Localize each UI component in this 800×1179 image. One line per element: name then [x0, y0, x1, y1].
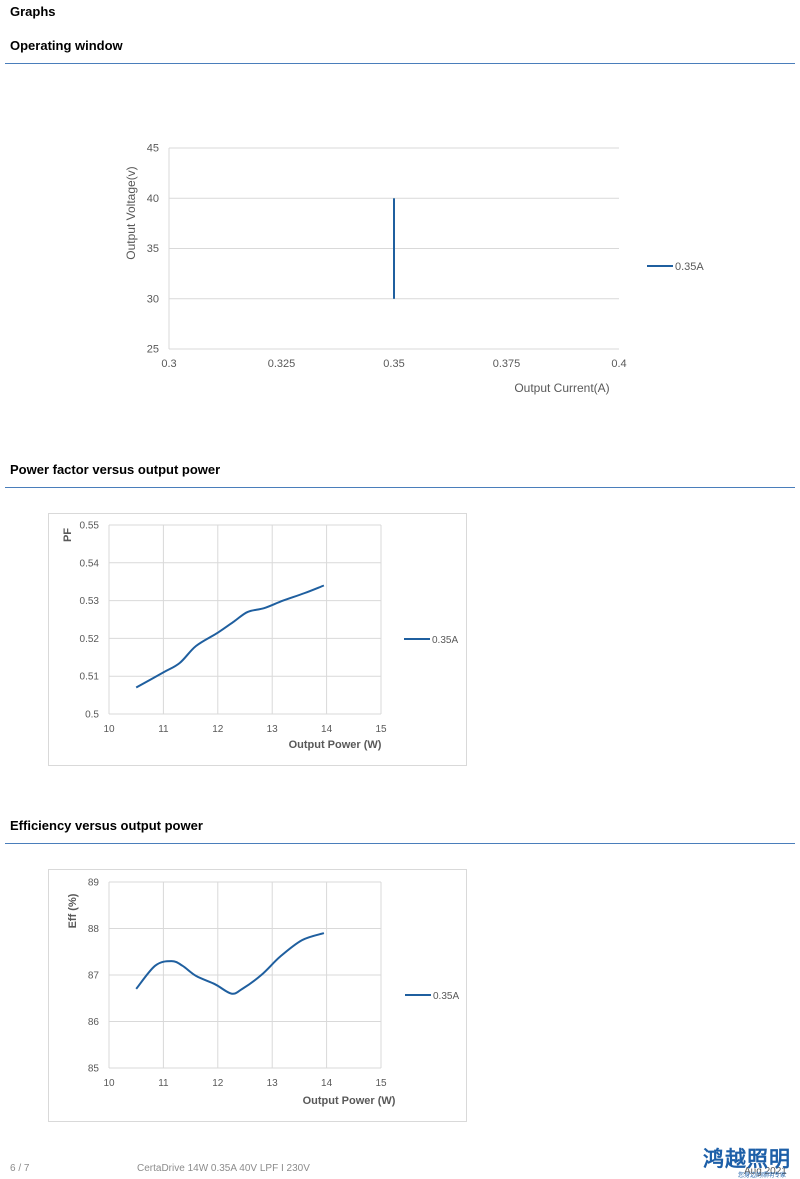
x-tick-label: 11	[158, 724, 169, 735]
x-tick-label: 13	[267, 1078, 279, 1089]
x-axis-title: Output Current(A)	[514, 381, 609, 395]
section-rule	[5, 63, 795, 64]
y-tick-label: 40	[147, 193, 159, 205]
x-tick-label: 15	[375, 1078, 387, 1089]
x-tick-label: 14	[321, 724, 333, 735]
x-tick-label: 11	[158, 1078, 169, 1089]
chart-frame	[48, 513, 467, 766]
series-line	[135, 932, 325, 995]
section-title-operating-window: Operating window	[10, 38, 123, 53]
y-tick-label: 0.52	[80, 634, 100, 645]
y-tick-label: 0.51	[80, 672, 100, 683]
y-tick-label: 87	[88, 971, 100, 982]
section-rule	[5, 843, 795, 844]
y-tick-label: 25	[147, 344, 159, 356]
efficiency-chart: 85 86 87 88 89 10 11 12 13 14 15 Output Power (W) Ef…	[48, 869, 467, 1122]
x-tick-label: 0.325	[268, 358, 296, 370]
footer-date: Aug 2021	[744, 1166, 787, 1177]
footer-product-name: CertaDrive 14W 0.35A 40V LPF I 230V	[137, 1163, 310, 1174]
y-tick-label: 0.55	[80, 521, 100, 532]
x-tick-label: 12	[212, 724, 224, 735]
y-tick-label: 35	[147, 243, 159, 255]
x-tick-label: 0.375	[493, 358, 521, 370]
x-tick-label: 10	[103, 724, 115, 735]
x-tick-label: 0.35	[383, 358, 404, 370]
y-tick-label: 0.53	[80, 596, 100, 607]
x-tick-label: 14	[321, 1078, 333, 1089]
section-title-efficiency: Efficiency versus output power	[10, 818, 203, 833]
y-tick-label: 30	[147, 293, 159, 305]
y-tick-label: 86	[88, 1017, 100, 1028]
company-logo: 鸿越照明	[703, 1147, 791, 1171]
y-tick-label: 45	[147, 143, 159, 155]
x-axis-title: Output Power (W)	[289, 739, 382, 751]
x-tick-label: 0.3	[161, 358, 176, 370]
y-tick-label: 88	[88, 924, 100, 935]
y-tick-label: 89	[88, 878, 100, 889]
y-axis-title: Eff (%)	[67, 893, 79, 928]
footer-page-number: 6 / 7	[10, 1163, 30, 1174]
y-tick-label: 85	[88, 1064, 100, 1075]
legend-label: 0.35A	[432, 635, 458, 646]
section-rule	[5, 487, 795, 488]
legend-label: 0.35A	[675, 261, 704, 273]
legend-label: 0.35A	[433, 991, 459, 1002]
y-tick-label: 0.5	[85, 710, 99, 721]
y-axis-title: Output Voltage(v)	[124, 166, 138, 259]
series-line	[135, 584, 325, 689]
x-tick-label: 12	[212, 1078, 224, 1089]
chart-frame	[48, 869, 467, 1122]
x-tick-label: 15	[375, 724, 387, 735]
x-tick-label: 13	[267, 724, 279, 735]
company-logo-tagline: 您身边的照明专家	[738, 1172, 787, 1179]
y-axis-title: PF	[62, 528, 74, 542]
x-axis-title: Output Power (W)	[303, 1095, 396, 1107]
power-factor-chart: 0.5 0.51 0.52 0.53 0.54 0.55 10 11 12 13 14 15 Outpu…	[48, 513, 467, 766]
section-title-power-factor: Power factor versus output power	[10, 462, 221, 477]
page-heading: Graphs	[10, 4, 56, 19]
y-tick-label: 0.54	[80, 558, 100, 569]
x-tick-label: 10	[103, 1078, 115, 1089]
x-tick-label: 0.4	[611, 358, 626, 370]
